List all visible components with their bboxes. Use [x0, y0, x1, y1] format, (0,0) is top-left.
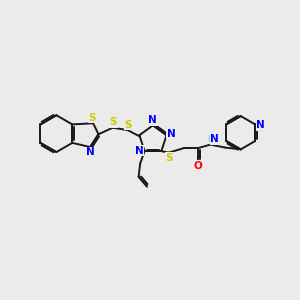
Text: N: N: [211, 134, 219, 144]
Text: N: N: [148, 115, 157, 125]
Text: S: S: [166, 153, 173, 163]
Text: N: N: [86, 147, 95, 158]
Text: O: O: [194, 161, 202, 171]
Text: H: H: [207, 135, 214, 144]
Text: S: S: [110, 117, 117, 128]
Text: S: S: [88, 113, 96, 123]
Text: N: N: [167, 129, 176, 139]
Text: S: S: [124, 120, 132, 130]
Text: N: N: [256, 120, 265, 130]
Text: N: N: [135, 146, 144, 155]
